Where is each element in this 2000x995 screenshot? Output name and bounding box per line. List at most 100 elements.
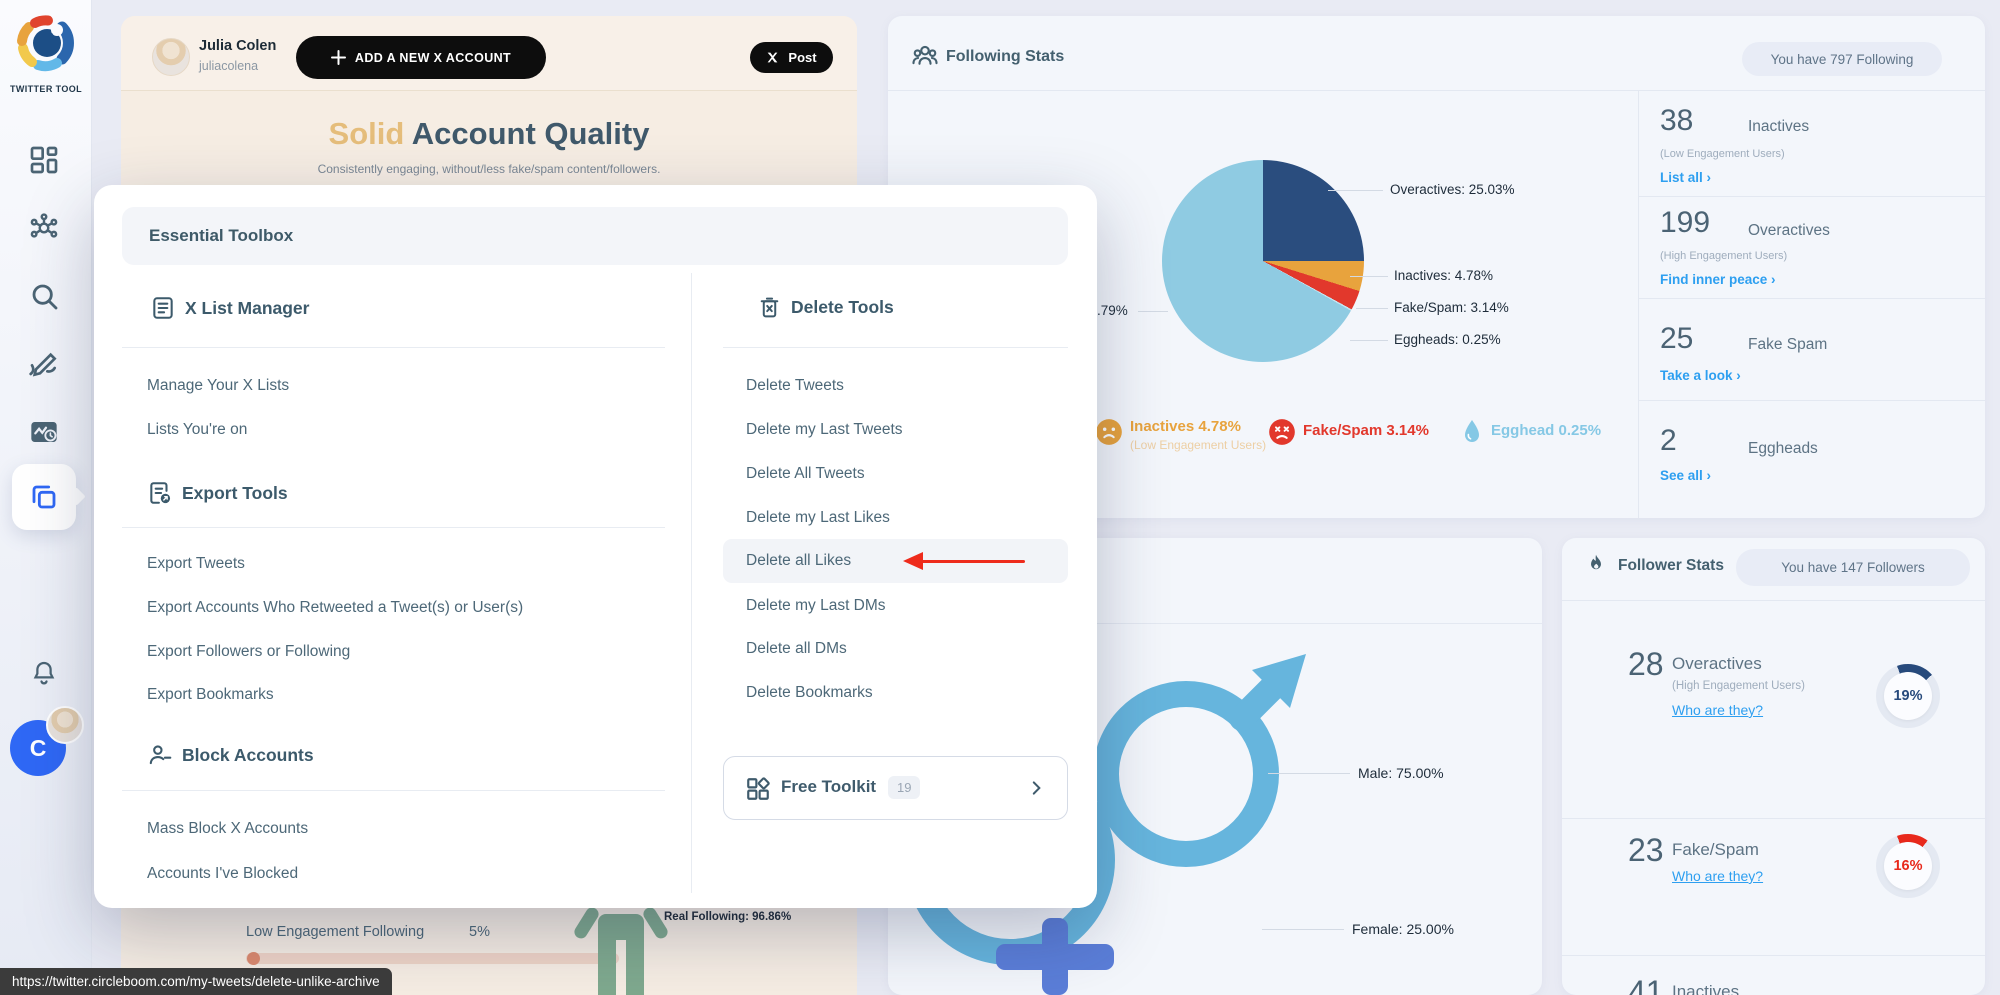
low-engagement-label: Low Engagement Following xyxy=(246,924,425,940)
row-value: 41 xyxy=(1628,974,1664,995)
account-handle: juliacolena xyxy=(199,59,259,73)
menu-delete-my-last-tweets[interactable]: Delete my Last Tweets xyxy=(746,421,903,438)
legend-inactives-label: Inactives 4.78% xyxy=(1130,418,1241,435)
trash-x-icon xyxy=(760,297,779,318)
list-all-link[interactable]: List all › xyxy=(1660,170,1712,185)
female-symbol-stem xyxy=(1042,918,1068,995)
dashboard-icon[interactable] xyxy=(28,144,60,176)
see-all-link[interactable]: See all › xyxy=(1660,468,1712,483)
annotation-arrow xyxy=(903,552,1027,570)
row-label: Inactives xyxy=(1672,982,1740,995)
analytics-icon[interactable] xyxy=(28,416,60,448)
menu-delete-all-likes: Delete all Likes xyxy=(746,552,852,569)
stat-value: 25 xyxy=(1660,322,1694,355)
add-account-button[interactable]: ADD A NEW X ACCOUNT xyxy=(296,36,546,79)
free-toolkit-button[interactable]: Free Toolkit 19 xyxy=(723,756,1068,820)
stat-value: 38 xyxy=(1660,104,1694,137)
chevron-right-icon xyxy=(1032,781,1041,795)
stat-label: Overactives xyxy=(1748,222,1830,239)
workspace-avatar[interactable]: C xyxy=(10,720,66,776)
following-people-icon xyxy=(912,45,938,65)
quality-subtitle: Consistently engaging, without/less fake… xyxy=(317,162,661,176)
dead-face-icon xyxy=(1269,419,1295,445)
toolkit-icon xyxy=(747,777,770,800)
row-label: Overactives xyxy=(1672,654,1762,673)
menu-export-followers[interactable]: Export Followers or Following xyxy=(147,643,351,660)
egg-icon xyxy=(1465,420,1479,442)
female-label: Female: 25.00% xyxy=(1352,921,1454,937)
status-bar: https://twitter.circleboom.com/my-tweets… xyxy=(0,968,392,995)
menu-delete-all-dms[interactable]: Delete all DMs xyxy=(746,640,847,657)
active-nav-card[interactable] xyxy=(12,464,86,530)
fakespam-donut: 16% xyxy=(1876,834,1940,898)
notifications-bell-icon[interactable] xyxy=(29,658,59,688)
male-label: Male: 75.00% xyxy=(1358,765,1444,781)
row-value: 28 xyxy=(1628,646,1664,682)
follower-stats-panel: Follower Stats You have 147 Followers 28… xyxy=(1562,538,1985,995)
legend-fakespam-label: Fake/Spam 3.14% xyxy=(1303,422,1429,439)
quality-title: Solid Account Quality xyxy=(121,116,857,152)
male-symbol xyxy=(1093,654,1306,867)
stat-label: Eggheads xyxy=(1748,440,1818,457)
pie-label-fakespam: Fake/Spam: 3.14% xyxy=(1394,300,1509,315)
pie-label-actives-partial: .79% xyxy=(1097,303,1128,318)
menu-accounts-ive-blocked[interactable]: Accounts I've Blocked xyxy=(147,865,299,882)
menu-delete-bookmarks[interactable]: Delete Bookmarks xyxy=(746,684,873,701)
take-a-look-link[interactable]: Take a look › xyxy=(1660,368,1741,383)
free-toolkit-badge: 19 xyxy=(888,776,921,799)
donut-percent: 16% xyxy=(1893,858,1923,874)
following-count-badge: You have 797 Following xyxy=(1742,42,1942,76)
overactives-donut: 19% xyxy=(1876,664,1940,728)
menu-delete-tweets[interactable]: Delete Tweets xyxy=(746,377,844,394)
brand-label: TWITTER TOOL xyxy=(9,84,83,94)
compose-icon[interactable] xyxy=(28,348,60,380)
real-following-label: Real Following: 96.86% xyxy=(664,911,792,923)
following-pie xyxy=(1162,160,1364,362)
who-are-they-link[interactable]: Who are they? xyxy=(1672,702,1764,718)
stat-label: Inactives xyxy=(1748,118,1810,135)
who-are-they-link[interactable]: Who are they? xyxy=(1672,868,1764,884)
stat-sub: (Low Engagement Users) xyxy=(1660,148,1785,160)
add-account-label: ADD A NEW X ACCOUNT xyxy=(354,50,512,65)
user-avatar-small[interactable] xyxy=(46,706,84,744)
essential-toolbox-overlay: Essential Toolbox X List Manager Manage … xyxy=(94,185,1097,908)
account-name: Julia Colen xyxy=(199,38,277,54)
menu-delete-all-likes-row[interactable]: Delete all Likes xyxy=(723,539,1068,583)
donut-percent: 19% xyxy=(1893,688,1923,704)
toolbox-header: Essential Toolbox xyxy=(122,207,1068,265)
post-label: Post xyxy=(788,50,817,65)
find-inner-peace-link[interactable]: Find inner peace › xyxy=(1660,272,1776,287)
sidebar: TWITTER TOOL C xyxy=(0,0,92,995)
legend-inactives: Inactives 4.78% (Low Engagement Users) xyxy=(1095,418,1266,452)
menu-mass-block[interactable]: Mass Block X Accounts xyxy=(147,820,309,837)
row-sub: (High Engagement Users) xyxy=(1672,680,1805,692)
menu-delete-my-last-dms[interactable]: Delete my Last DMs xyxy=(746,597,886,614)
active-nav-notch xyxy=(67,487,86,506)
flame-icon xyxy=(1591,554,1601,570)
list-manager-icon xyxy=(153,297,173,319)
stat-sub: (High Engagement Users) xyxy=(1660,250,1788,262)
x-list-manager-header: X List Manager xyxy=(150,295,309,321)
menu-manage-your-x-lists[interactable]: Manage Your X Lists xyxy=(147,377,290,394)
menu-export-retweeters[interactable]: Export Accounts Who Retweeted a Tweet(s)… xyxy=(147,599,524,616)
menu-export-tweets[interactable]: Export Tweets xyxy=(147,555,245,572)
low-engagement-value: 5% xyxy=(469,924,490,940)
search-icon[interactable] xyxy=(28,280,60,312)
stat-label: Fake Spam xyxy=(1748,336,1828,353)
delete-tools-header: Delete Tools xyxy=(757,295,894,320)
menu-export-bookmarks[interactable]: Export Bookmarks xyxy=(147,686,274,703)
menu-delete-my-last-likes[interactable]: Delete my Last Likes xyxy=(746,509,890,526)
menu-lists-youre-on[interactable]: Lists You're on xyxy=(147,421,248,438)
status-url: https://twitter.circleboom.com/my-tweets… xyxy=(12,974,380,989)
connections-icon[interactable] xyxy=(28,212,60,244)
brand-logo[interactable] xyxy=(16,14,74,72)
real-following-figure xyxy=(571,884,671,995)
quality-title-rest: Account Quality xyxy=(411,116,650,151)
legend-egghead: Egghead 0.25% xyxy=(1460,418,1601,446)
post-button[interactable]: Post xyxy=(750,42,833,73)
legend-fakespam: Fake/Spam 3.14% xyxy=(1268,418,1429,446)
stat-value: 2 xyxy=(1660,424,1677,457)
menu-delete-all-tweets[interactable]: Delete All Tweets xyxy=(746,465,865,482)
avatar xyxy=(152,38,190,76)
